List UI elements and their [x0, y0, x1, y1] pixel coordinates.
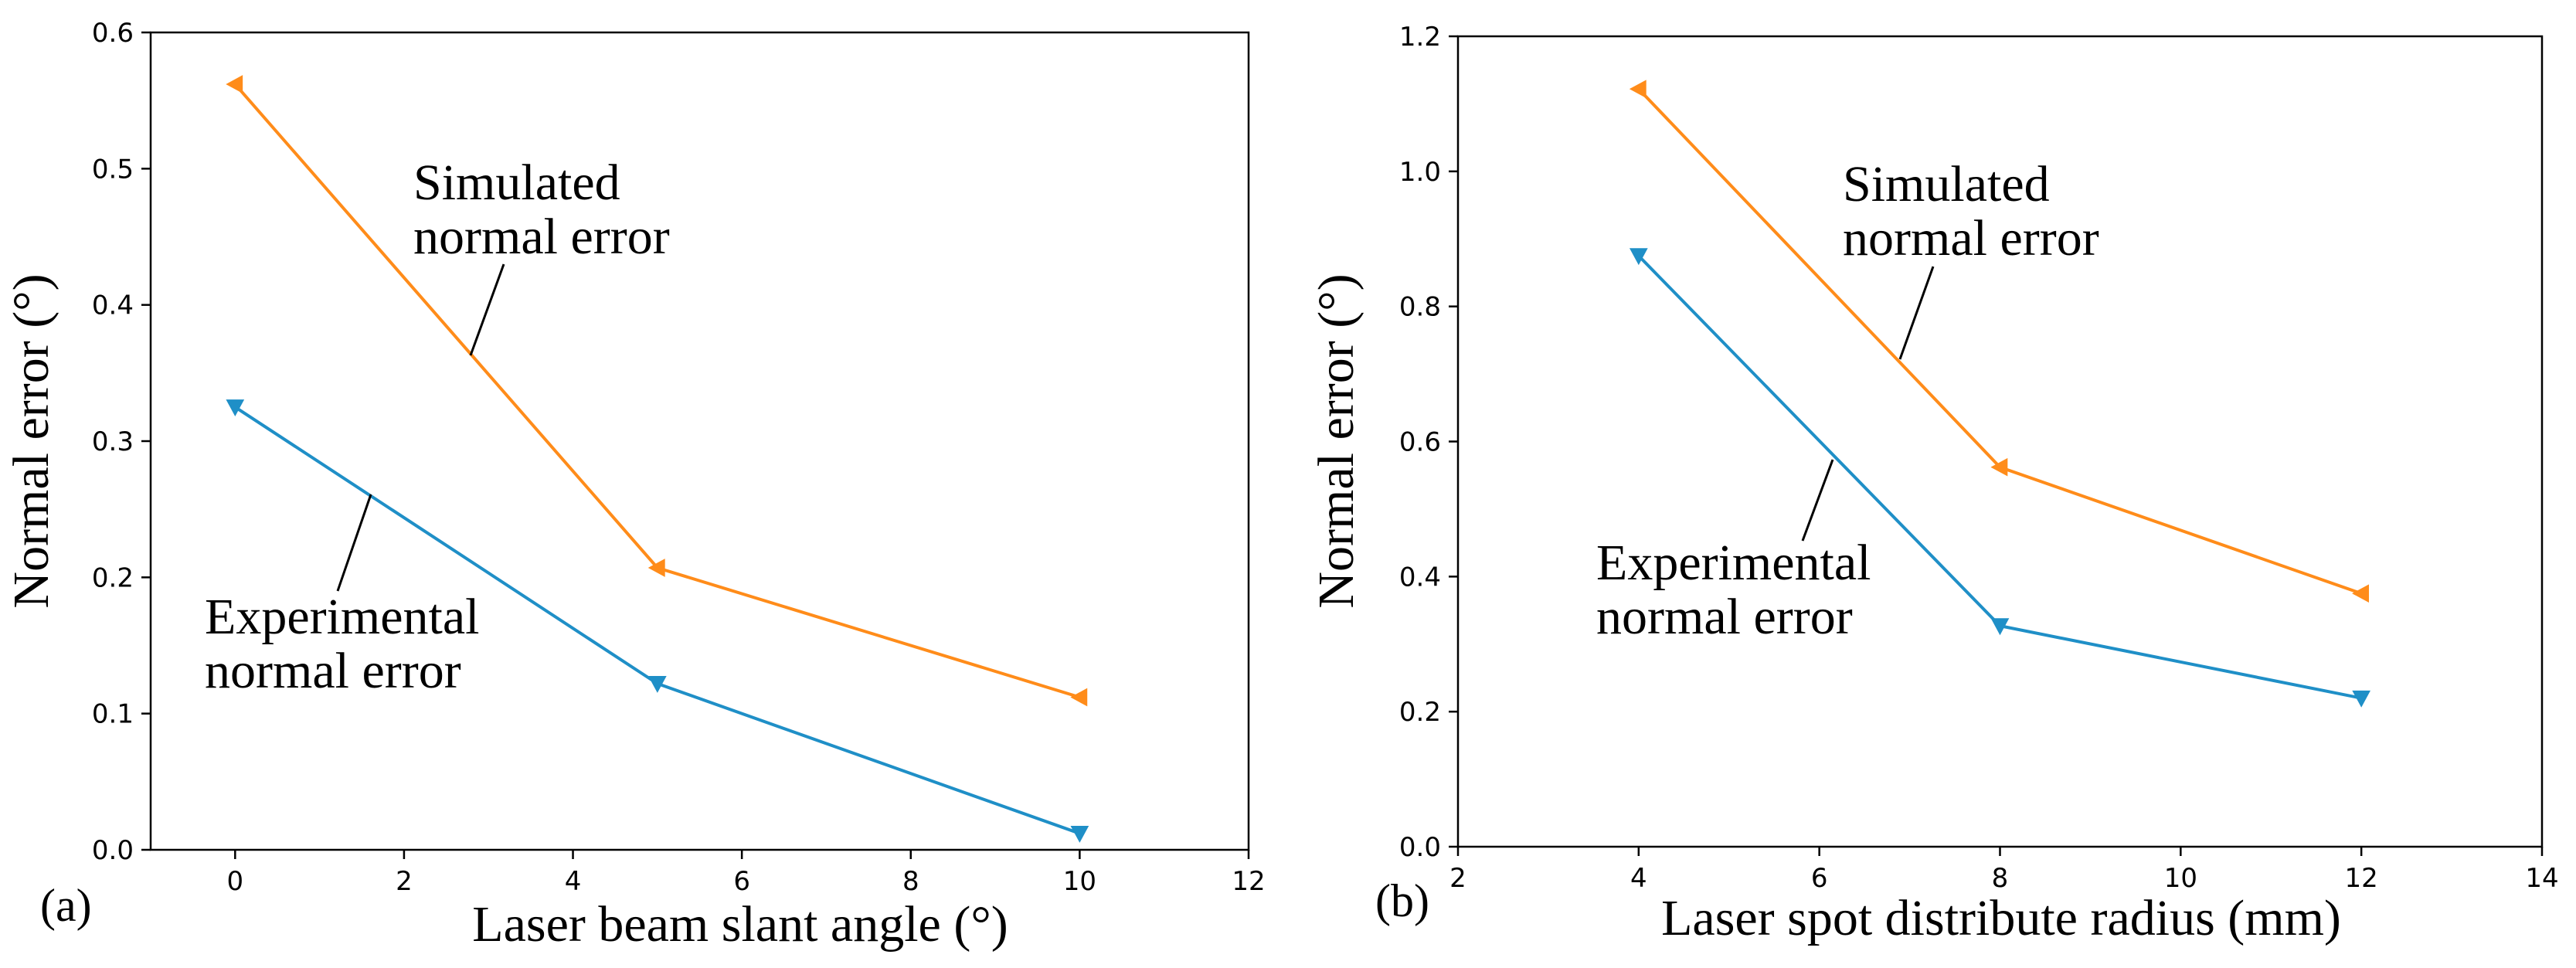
experimental-data-point: [1070, 825, 1089, 843]
y-tick-label: 0.0: [92, 835, 134, 866]
x-tick-label: 2: [396, 866, 413, 897]
simulated-data-point: [1990, 457, 2008, 477]
experimental-data-point: [648, 676, 667, 693]
experimental-annotation-text: normal error: [205, 643, 461, 699]
x-tick-label: 8: [902, 866, 919, 897]
simulated-annotation-leader: [469, 263, 505, 356]
x-tick-label: 10: [2164, 863, 2197, 894]
x-tick-label: 2: [1449, 863, 1466, 894]
experimental-annotation-text: Experimental: [1596, 535, 1871, 591]
x-tick-label: 6: [733, 866, 750, 897]
y-tick-label: 0.1: [92, 699, 134, 730]
x-tick-label: 14: [2525, 863, 2558, 894]
x-tick-label: 0: [226, 866, 243, 897]
plot-frame: [149, 31, 1250, 851]
x-tick-label: 10: [1063, 866, 1096, 897]
y-tick-label: 0.4: [92, 290, 134, 321]
chart-panel-a: 0 2 4 6 8 10 120.00.10.20.30.40.50.6Simulatedn…: [3, 18, 1266, 953]
y-tick-label: 1.0: [1399, 157, 1441, 188]
x-axis-label: Laser beam slant angle (°): [472, 896, 1008, 953]
simulated-annotation-text: normal error: [413, 209, 670, 265]
y-tick-label: 0.0: [1399, 832, 1441, 863]
x-tick-label: 4: [1630, 863, 1647, 894]
experimental-annotation-leader: [1801, 459, 1834, 542]
x-axis-label: Laser spot distribute radius (mm): [1661, 890, 2341, 946]
chart-panel-b: 2 4 6 8 10 12 14 0.0 0.2 0.4 0.6 0.8 1.0 1.2 Simulated…: [1308, 22, 2559, 946]
y-axis-label: Normal error (°): [3, 273, 59, 608]
experimental-data-point: [1990, 618, 2010, 636]
panel-label: (b): [1375, 875, 1429, 926]
y-tick-label: 0.6: [92, 18, 134, 49]
experimental-annotation-text: Experimental: [205, 589, 480, 645]
simulated-annotation-text: Simulated: [1843, 156, 2050, 212]
y-tick-label: 0.2: [1399, 697, 1441, 728]
y-tick-label: 0.8: [1399, 292, 1441, 323]
simulated-data-point: [2352, 584, 2370, 603]
simulated-annotation-leader: [1898, 266, 1935, 360]
simulated-data-point: [1070, 688, 1088, 707]
simulated-data-point: [226, 75, 243, 93]
y-tick-label: 0.5: [92, 154, 134, 185]
experimental-data-point: [2352, 690, 2371, 708]
x-tick-label: 12: [1232, 866, 1265, 897]
experimental-data-point: [226, 399, 245, 416]
simulated-data-point: [647, 559, 665, 577]
x-tick-label: 8: [1992, 863, 2009, 894]
experimental-annotation-leader: [336, 494, 372, 592]
panel-label: (a): [40, 880, 92, 931]
y-tick-label: 0.4: [1399, 562, 1441, 593]
experimental-annotation-text: normal error: [1596, 589, 1853, 645]
simulated-annotation-text: Simulated: [413, 155, 620, 211]
x-tick-label: 4: [565, 866, 582, 897]
y-tick-label: 1.2: [1399, 22, 1441, 53]
experimental-data-point: [1629, 248, 1648, 266]
x-tick-label: 6: [1811, 863, 1828, 894]
y-tick-label: 0.2: [92, 562, 134, 593]
simulated-annotation-text: normal error: [1843, 210, 2099, 267]
y-tick-label: 0.3: [92, 426, 134, 457]
x-tick-label: 12: [2345, 863, 2378, 894]
simulated-data-point: [1629, 80, 1647, 99]
y-axis-label: Normal error (°): [1308, 273, 1364, 608]
y-tick-label: 0.6: [1399, 427, 1441, 458]
